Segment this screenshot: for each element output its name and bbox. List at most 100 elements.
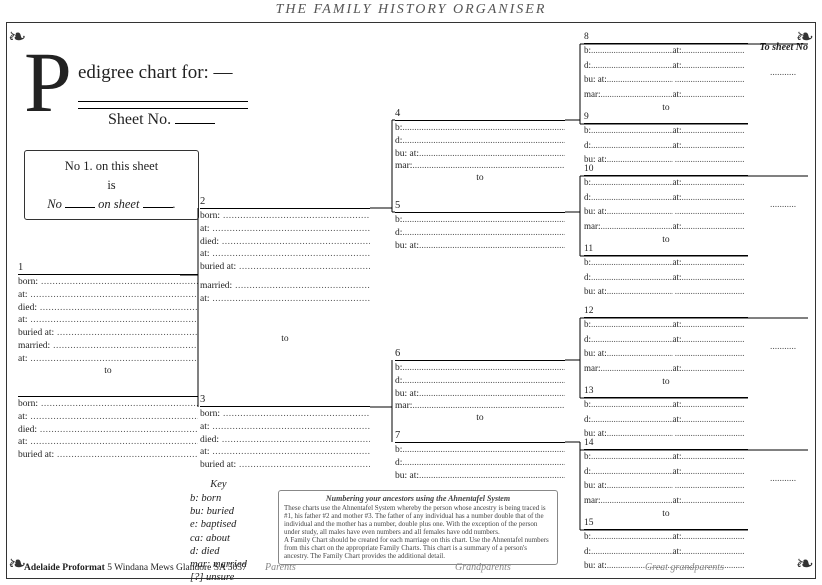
field: at:: [200, 223, 370, 236]
field: b:at:: [395, 122, 565, 135]
field-buried: buried at:: [18, 327, 198, 340]
name-line: [78, 88, 248, 102]
to-label: to: [18, 366, 198, 376]
person-9: 9b:at:d:at:bu: at:: [584, 112, 748, 169]
field: died:: [200, 434, 370, 447]
key-item: b: born: [190, 492, 247, 505]
person-number: 10: [584, 164, 748, 176]
field: bu: at:: [395, 388, 565, 401]
field: at:: [200, 421, 370, 434]
field: b:at:: [395, 444, 565, 457]
person-13: 13b:at:d:at:bu: at:: [584, 386, 748, 443]
field: mar:at:: [395, 160, 565, 173]
gen-label: Grandparents: [455, 562, 511, 573]
field-at: at:: [18, 436, 198, 449]
origin-box: No 1. on this sheet is No on sheet .: [24, 150, 199, 220]
drop-cap: P: [24, 50, 72, 115]
key-item: d: died: [190, 545, 247, 558]
to-label: to: [395, 413, 565, 423]
person-14: 14b:at:d:at:bu: at: mar:at:to: [584, 438, 748, 519]
field: buried at:: [200, 261, 370, 274]
person-7: 7 b:at: d:at: bu: at:: [395, 430, 565, 482]
person-12: 12b:at:d:at:bu: at: mar:at:to: [584, 306, 748, 387]
field: b:at:: [395, 362, 565, 375]
field-married: married:: [18, 340, 198, 353]
sheet-ref: [770, 200, 810, 210]
field-buried: buried at:: [18, 449, 198, 462]
field: born:: [200, 210, 370, 223]
field-at: at:: [18, 411, 198, 424]
person-6: 6 b:at: d:at: bu: at: mar:at: to: [395, 348, 565, 423]
person-3: 3 born: at: died: at: buried at:: [200, 394, 370, 472]
origin-l2: is: [33, 176, 190, 195]
sheet-ref: [770, 68, 810, 78]
field: d:at:: [395, 375, 565, 388]
field: bu: at:: [395, 470, 565, 483]
person-number: 13: [584, 386, 748, 398]
field: d:at:: [395, 135, 565, 148]
field: mar:at:: [395, 400, 565, 413]
person-2: 2 born: at: died: at: buried at: married…: [200, 196, 370, 344]
field-at: at:: [18, 314, 198, 327]
key-item: e: baptised: [190, 518, 247, 531]
sheet-ref: [770, 474, 810, 484]
person-number: 15: [584, 518, 748, 530]
field: at:: [200, 293, 370, 306]
person-number: 7: [395, 430, 565, 443]
note-body: These charts use the Ahnentafel System w…: [284, 504, 552, 536]
person-11: 11b:at:d:at:bu: at:: [584, 244, 748, 301]
note-body: A Family Chart should be created for eac…: [284, 536, 552, 560]
field: bu: at:: [395, 148, 565, 161]
person-number: 2: [200, 196, 370, 209]
person-number: 12: [584, 306, 748, 318]
field: at:: [200, 248, 370, 261]
to-sheet-label: To sheet No: [759, 42, 808, 53]
gen-label: Great grandparents: [645, 562, 724, 573]
field: died:: [200, 236, 370, 249]
to-label: to: [395, 173, 565, 183]
title-block: edigree chart for: — Sheet No.: [78, 62, 248, 129]
person-number: 1: [18, 262, 198, 275]
person-4: 4 b:at: d:at: bu: at: mar:at: to: [395, 108, 565, 183]
person-number: 14: [584, 438, 748, 450]
field: d:at:: [395, 457, 565, 470]
ahnentafel-note: Numbering your ancestors using the Ahnen…: [278, 490, 558, 565]
field-at: at:: [18, 289, 198, 302]
person-number: 5: [395, 200, 565, 213]
ornament-icon: ❧: [796, 551, 814, 577]
field-died: died:: [18, 424, 198, 437]
field: married:: [200, 280, 370, 293]
person-10: 10b:at:d:at:bu: at: mar:at:to: [584, 164, 748, 245]
person-1: 1 born: at: died: at: buried at: married…: [18, 262, 198, 376]
person-number: 8: [584, 32, 748, 44]
person-5: 5 b:at: d:at: bu: at:: [395, 200, 565, 252]
field: bu: at:: [395, 240, 565, 253]
to-label: to: [200, 334, 370, 344]
field-born: born:: [18, 276, 198, 289]
spouse-line: [18, 384, 198, 397]
person-number: 6: [395, 348, 565, 361]
field: d:at:: [395, 227, 565, 240]
field: at:: [200, 446, 370, 459]
person-number: 11: [584, 244, 748, 256]
key-item: ca: about: [190, 532, 247, 545]
person-8: 8b:at:d:at:bu: at: mar:at:to: [584, 32, 748, 113]
person-number: 3: [200, 394, 370, 407]
field-at: at:: [18, 353, 198, 366]
field-born: born:: [18, 398, 198, 411]
field-died: died:: [18, 302, 198, 315]
note-title: Numbering your ancestors using the Ahnen…: [284, 494, 552, 503]
origin-l1: No 1. on this sheet: [33, 157, 190, 176]
field: born:: [200, 408, 370, 421]
person-number: 4: [395, 108, 565, 121]
person-number: 9: [584, 112, 748, 124]
key-title: Key: [190, 478, 247, 491]
sheet-ref: [770, 342, 810, 352]
gen-label: Parents: [265, 562, 296, 573]
header-title: THE FAMILY HISTORY ORGANISER: [0, 2, 822, 18]
title-text: edigree chart for: —: [78, 62, 248, 84]
person-1-spouse: born: at: died: at: buried at:: [18, 384, 198, 462]
field: buried at:: [200, 459, 370, 472]
key-item: bu: buried: [190, 505, 247, 518]
origin-l3: No on sheet .: [33, 195, 190, 214]
